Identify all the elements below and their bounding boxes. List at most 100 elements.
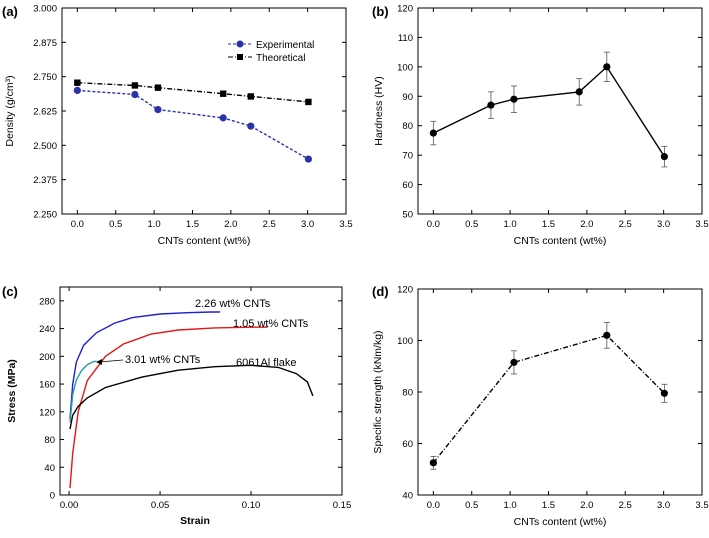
y-tick-label: 80: [402, 388, 413, 399]
y-tick-label: 200: [39, 352, 55, 363]
y-tick-label: 120: [397, 4, 413, 15]
y-tick-label: 240: [39, 324, 55, 335]
series-line: [69, 360, 97, 423]
y-tick-label: 2.250: [33, 210, 57, 221]
x-tick-label: 2.5: [263, 219, 276, 230]
data-point: [219, 90, 227, 97]
data-point: [487, 101, 495, 109]
panel-a: (a) 0.0 0.5 1.0 1.5 2.0 2.5 3.0 3.5 2.2502.3752…: [2, 4, 353, 248]
y-ticks-a: 2.250 2.375 2.500 2.625 2.750 2.875 3.000: [33, 4, 346, 221]
series-layer-d: [429, 322, 668, 470]
x-ticks-d: 0.0 0.5 1.0 1.5 2.0 2.5 3.0 3.5: [427, 289, 709, 511]
y-tick-label: 110: [398, 33, 413, 44]
plot-frame-b: [417, 7, 703, 215]
data-point: [429, 129, 437, 137]
panel-label-a: (a): [2, 4, 18, 19]
y-tick-label: 2.375: [33, 175, 57, 186]
x-axis-title-b: CNTs content (wt%): [514, 235, 607, 247]
series-line: [77, 82, 309, 103]
data-point: [154, 106, 162, 114]
x-tick-label: 0.5: [465, 219, 478, 230]
data-point: [247, 122, 255, 130]
x-tick-label: 2.0: [224, 219, 237, 230]
y-tick-label: 60: [402, 180, 413, 191]
curve-annotations-c: 2.26 wt% CNTs 1.05 wt% CNTs 3.01 wt% CNT…: [96, 298, 309, 369]
y-tick-label: 90: [402, 92, 413, 103]
legend-label-theoretical: Theoretical: [256, 53, 305, 64]
data-point: [660, 153, 668, 161]
data-point: [603, 63, 611, 71]
legend-label-experimental: Experimental: [256, 40, 314, 51]
x-tick-label: 0.05: [151, 500, 170, 511]
panel-c: (c) 0.00 0.05 0.10 0.15 0 40 80 120 160 200 240 28…: [2, 284, 351, 527]
x-tick-label: 3.5: [695, 500, 708, 511]
data-point: [305, 98, 312, 106]
y-tick-label: 60: [402, 439, 413, 450]
data-point: [131, 82, 139, 89]
plot-frame-d: [417, 288, 703, 496]
annotation-arrow-shaft: [98, 359, 124, 363]
x-tick-label: 0.5: [465, 500, 478, 511]
x-axis-title-a: CNTs content (wt%): [158, 235, 251, 247]
legend-marker-experimental: [236, 40, 244, 48]
y-tick-label: 50: [402, 210, 413, 221]
plot-frame-a: [61, 7, 347, 215]
panel-label-c: (c): [2, 284, 18, 299]
x-tick-label: 1.5: [542, 500, 555, 511]
x-tick-label: 1.0: [503, 219, 516, 230]
data-point: [219, 114, 227, 122]
annotation-3-01-wt-cnts: 3.01 wt% CNTs: [125, 354, 201, 366]
y-ticks-d: 40 60 80 100 120: [397, 285, 702, 502]
y-tick-label: 2.875: [33, 38, 57, 49]
annotation-6061al-flake: 6061Al flake: [236, 357, 297, 369]
y-tick-label: 120: [397, 285, 413, 296]
series-line: [433, 65, 665, 157]
y-axis-title-a: Density (g/cm³): [4, 75, 16, 146]
y-tick-label: 100: [397, 336, 413, 347]
x-axis-title-c: Strain: [180, 515, 210, 527]
data-point: [74, 79, 81, 86]
data-point: [247, 93, 255, 100]
x-tick-label: 3.5: [695, 219, 708, 230]
x-tick-label: 3.0: [657, 500, 670, 511]
series-line: [432, 334, 665, 464]
x-tick-label: 3.0: [657, 219, 670, 230]
data-point: [510, 95, 518, 103]
data-point: [510, 358, 518, 366]
x-tick-label: 0.5: [109, 219, 122, 230]
x-axis-title-d: CNTs content (wt%): [514, 516, 607, 528]
series-layer-a: [73, 79, 312, 163]
x-tick-label: 2.5: [619, 219, 632, 230]
series-line: [69, 364, 314, 430]
y-tick-label: 2.625: [33, 107, 57, 118]
data-point: [660, 389, 668, 397]
data-point: [154, 84, 162, 91]
plot-frame-c: [59, 286, 343, 496]
x-tick-label: 0.0: [427, 219, 440, 230]
x-tick-label: 1.0: [503, 500, 516, 511]
series-layer-b: [429, 51, 668, 168]
y-tick-label: 80: [402, 121, 413, 132]
x-ticks-a: 0.0 0.5 1.0 1.5 2.0 2.5 3.0 3.5: [71, 8, 353, 230]
y-tick-label: 2.500: [33, 141, 57, 152]
x-tick-label: 2.0: [580, 219, 593, 230]
y-tick-label: 80: [44, 435, 55, 446]
x-ticks-b: 0.0 0.5 1.0 1.5 2.0 2.5 3.0 3.5: [427, 8, 709, 230]
y-tick-label: 160: [39, 380, 55, 391]
y-tick-label: 280: [39, 296, 55, 307]
y-tick-label: 2.750: [33, 72, 57, 83]
x-ticks-c: 0.00 0.05 0.10 0.15: [60, 287, 351, 511]
legend-a: Experimental Theoretical: [228, 40, 314, 64]
x-tick-label: 2.5: [619, 500, 632, 511]
data-point: [575, 88, 583, 96]
y-axis-title-b: Hardness (HV): [373, 76, 385, 145]
y-tick-label: 40: [402, 491, 413, 502]
series-line: [69, 311, 221, 419]
x-tick-label: 0.15: [333, 500, 352, 511]
x-tick-label: 0.10: [242, 500, 261, 511]
y-tick-label: 3.000: [33, 4, 57, 15]
panel-b: (b) 0.0 0.5 1.0 1.5 2.0 2.5 3.0 3.5 50 60 70 80 90 1…: [372, 4, 709, 248]
data-point: [73, 86, 81, 94]
annotation-2-26-wt-cnts: 2.26 wt% CNTs: [195, 298, 271, 310]
